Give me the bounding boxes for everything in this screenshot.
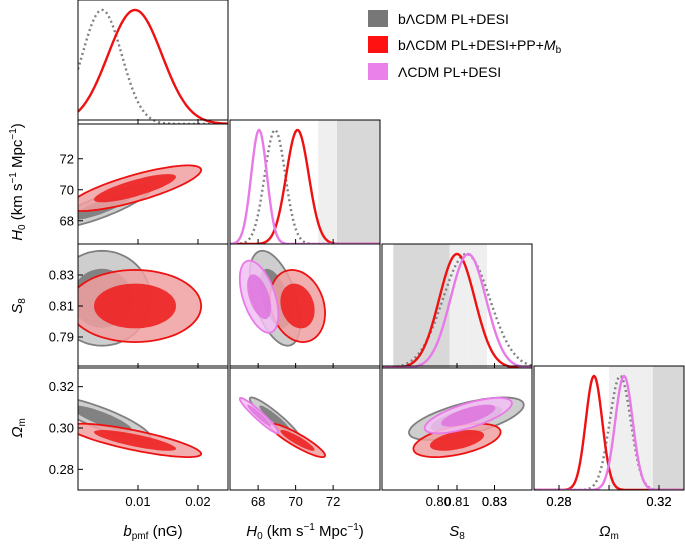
x-tick-label: 0.02: [185, 494, 210, 509]
axis-label-bpmf: bpmf (nG): [123, 523, 182, 542]
contour-68-series-2: [441, 404, 496, 427]
x-tick-label: 0.32: [646, 494, 671, 509]
panel-Om-Om: [534, 366, 684, 490]
x-tick-label: 0.01: [125, 494, 150, 509]
axis-label-Om: Ωm: [599, 523, 619, 542]
y-tick-label: 0.30: [49, 421, 74, 436]
x-tick-label: 70: [288, 494, 302, 509]
contour-68-series-0: [78, 405, 133, 432]
contour-68-series-2: [247, 274, 271, 320]
axis-label-H0: H0 (km s−1 Mpc−1): [8, 123, 28, 241]
y-tick-label: 0.32: [49, 379, 74, 394]
axis-label-Om: Ωm: [9, 418, 28, 438]
y-tick-label: 68: [60, 213, 74, 228]
x-tick-label: 0.28: [546, 494, 571, 509]
legend-swatch-1: [368, 36, 388, 53]
measurement-band: [449, 244, 469, 368]
posterior-1d-series-0: [78, 8, 228, 124]
axis-label-S8: S8: [9, 298, 28, 314]
x-tick-label: 0.80: [426, 494, 451, 509]
x-tick-label: 0.83: [482, 494, 507, 509]
x-tick-label: 0.32: [646, 494, 671, 509]
contour-68-series-2: [247, 404, 271, 427]
measurement-band: [336, 120, 380, 244]
panel-bpmf-Om: [78, 399, 203, 458]
x-tick-label: 0.83: [482, 494, 507, 509]
panel-frame: [229, 365, 381, 491]
x-tick-label: 0.28: [546, 494, 571, 509]
panel-S8-Om: [408, 396, 525, 458]
y-tick-label: 70: [60, 182, 74, 197]
legend-label-2: ΛCDM PL+DESI: [398, 64, 501, 80]
panel-frame: [77, 0, 229, 125]
contour-68-series-1: [280, 283, 315, 329]
legend-swatch-2: [368, 63, 388, 80]
x-tick-label: 0.81: [444, 494, 469, 509]
posterior-1d-series-2: [230, 128, 380, 244]
x-tick-label: 68: [251, 494, 265, 509]
legend-label-1: bΛCDM PL+DESI+PP+Mb: [398, 37, 562, 56]
contour-68-series-1: [94, 283, 176, 329]
contour-68-series-1: [94, 430, 176, 451]
axis-label-S8: S8: [449, 523, 465, 542]
measurement-band: [318, 120, 337, 244]
contour-68-series-1: [94, 174, 176, 203]
y-tick-label: 0.81: [49, 299, 74, 314]
y-tick-label: 0.28: [49, 462, 74, 477]
measurement-band: [393, 244, 450, 368]
posterior-1d-series-1: [78, 8, 228, 124]
y-tick-label: 72: [60, 151, 74, 166]
axis-label-H0: H0 (km s−1 Mpc−1): [246, 522, 364, 542]
contour-68-series-1: [429, 430, 485, 451]
panel-H0-Om: [238, 396, 327, 458]
posterior-1d-series-2: [534, 374, 684, 490]
panel-bpmf-bpmf: [78, 8, 228, 124]
panel-frame: [229, 243, 381, 369]
y-tick-label: 0.83: [49, 268, 74, 283]
legend-swatch-0: [368, 10, 388, 27]
contour-68-series-1: [280, 430, 315, 451]
panel-S8-S8: [382, 244, 532, 368]
legend-label-0: bΛCDM PL+DESI: [398, 11, 509, 27]
measurement-band: [652, 366, 684, 490]
y-tick-label: 0.79: [49, 330, 74, 345]
panel-H0-H0: [230, 120, 380, 244]
x-tick-label: 72: [326, 494, 340, 509]
measurement-band: [609, 366, 653, 490]
panel-bpmf-H0: [78, 164, 203, 227]
posterior-1d-series-0: [382, 252, 532, 368]
panel-H0-S8: [238, 249, 327, 347]
panel-bpmf-S8: [78, 249, 203, 347]
